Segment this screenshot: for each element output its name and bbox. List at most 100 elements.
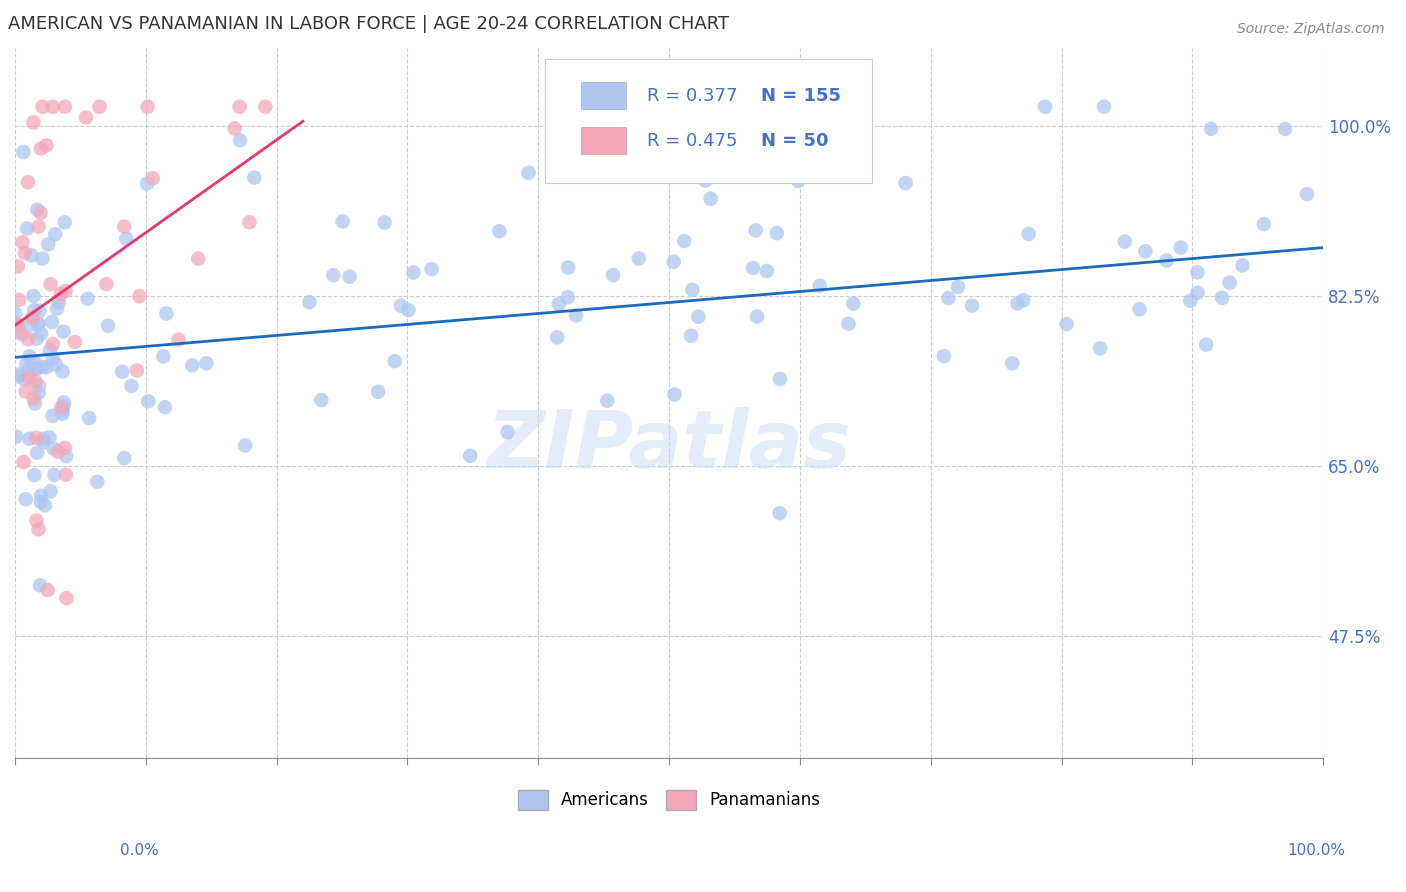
Point — [20, 248, 42, 262]
Point — [11, 327, 34, 342]
Point — [42, 337, 65, 351]
Point — [18, 361, 41, 376]
Point — [17, 332, 39, 346]
Point — [18, 318, 41, 333]
Point — [31, 359, 53, 374]
Point — [52, 365, 75, 379]
Point — [55, 467, 77, 482]
Text: N = 50: N = 50 — [761, 132, 828, 150]
Point — [13, 455, 35, 469]
Point — [89, 100, 111, 114]
Point — [517, 166, 540, 180]
Point — [228, 100, 250, 114]
Point — [21, 310, 44, 325]
Point — [233, 438, 256, 452]
Point — [22, 392, 45, 406]
Point — [7, 260, 30, 274]
Point — [52, 325, 75, 339]
Point — [745, 310, 768, 324]
Point — [1232, 259, 1254, 273]
Point — [842, 296, 865, 310]
Point — [24, 396, 46, 410]
Point — [39, 343, 62, 358]
Point — [699, 192, 721, 206]
Point — [44, 227, 66, 242]
Point — [769, 372, 792, 386]
Point — [25, 514, 48, 528]
Point — [932, 349, 955, 363]
Point — [55, 591, 77, 605]
Point — [45, 358, 67, 372]
Point — [768, 150, 790, 164]
Point — [389, 299, 412, 313]
Point — [28, 379, 51, 393]
Point — [44, 467, 66, 482]
Point — [1056, 317, 1078, 331]
Point — [1128, 302, 1150, 317]
Point — [681, 283, 703, 297]
Point — [894, 176, 917, 190]
Point — [27, 522, 49, 536]
Point — [35, 138, 58, 153]
Point — [298, 295, 321, 310]
Point — [565, 309, 588, 323]
Point — [13, 372, 35, 386]
Point — [52, 404, 75, 418]
Point — [24, 375, 46, 389]
Point — [1007, 296, 1029, 310]
Point — [63, 334, 86, 349]
Point — [22, 303, 45, 318]
Point — [41, 409, 63, 423]
FancyBboxPatch shape — [582, 128, 626, 154]
Point — [837, 317, 859, 331]
Point — [7, 318, 30, 333]
Point — [30, 326, 52, 341]
Text: AMERICAN VS PANAMANIAN IN LABOR FORCE | AGE 20-24 CORRELATION CHART: AMERICAN VS PANAMANIAN IN LABOR FORCE | … — [8, 15, 730, 33]
Point — [22, 355, 45, 369]
Point — [488, 224, 510, 238]
Point — [187, 252, 209, 266]
Point — [374, 216, 396, 230]
Point — [808, 278, 831, 293]
Point — [52, 395, 75, 409]
Point — [496, 425, 519, 439]
Point — [51, 407, 73, 421]
Text: ZIPatlas: ZIPatlas — [486, 407, 852, 484]
Point — [128, 289, 150, 303]
Point — [229, 133, 252, 147]
Point — [1187, 265, 1209, 279]
Point — [27, 386, 49, 401]
Point — [136, 100, 159, 114]
Point — [4, 316, 27, 330]
Point — [49, 401, 72, 415]
Point — [125, 363, 148, 377]
Point — [28, 304, 51, 318]
Point — [17, 175, 39, 189]
Point — [15, 221, 38, 235]
Text: N = 155: N = 155 — [761, 87, 841, 105]
Point — [787, 174, 810, 188]
Point — [53, 441, 76, 455]
Point — [311, 392, 333, 407]
Point — [384, 354, 406, 368]
Point — [238, 215, 260, 229]
Point — [155, 306, 177, 320]
Point — [30, 205, 52, 219]
Point — [1211, 291, 1233, 305]
Point — [1001, 356, 1024, 370]
Point — [32, 432, 55, 446]
Point — [243, 170, 266, 185]
Point — [322, 268, 344, 282]
Point — [339, 269, 361, 284]
Point — [37, 582, 59, 597]
Point — [547, 297, 569, 311]
Point — [367, 384, 389, 399]
Point — [25, 361, 48, 376]
Point — [14, 245, 37, 260]
Point — [695, 173, 717, 187]
Point — [32, 435, 55, 450]
Point — [136, 177, 159, 191]
Point — [14, 492, 37, 507]
Point — [53, 100, 76, 114]
Text: 100.0%: 100.0% — [1288, 843, 1346, 858]
